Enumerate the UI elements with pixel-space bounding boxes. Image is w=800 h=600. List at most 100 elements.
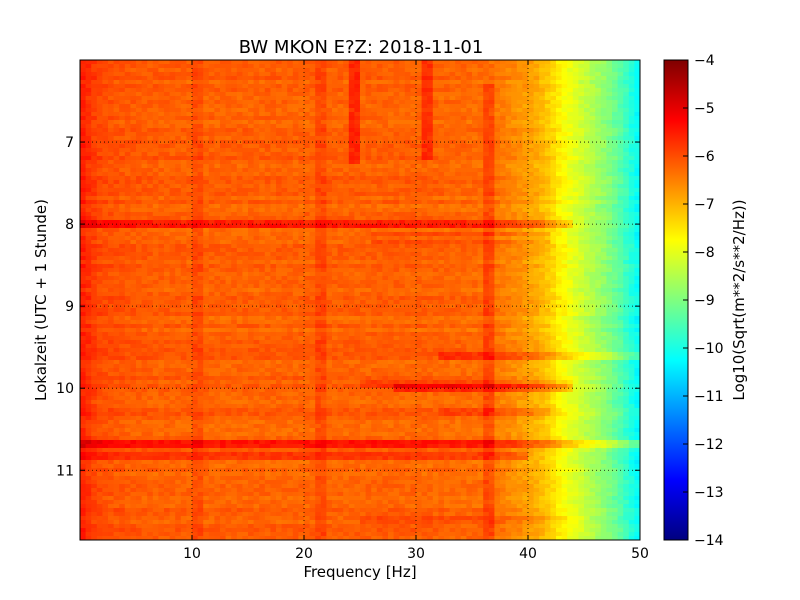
heatmap-cell <box>421 176 428 181</box>
heatmap-cell <box>192 92 198 97</box>
heatmap-cell <box>449 160 456 165</box>
heatmap-cell <box>567 192 574 197</box>
heatmap-cell <box>315 244 322 249</box>
heatmap-cell <box>416 240 422 245</box>
heatmap-cell <box>528 132 534 137</box>
heatmap-cell <box>634 60 641 65</box>
heatmap-cell <box>236 172 243 177</box>
heatmap-cell <box>141 164 148 169</box>
heatmap-cell <box>102 112 109 117</box>
heatmap-cell <box>231 236 238 241</box>
heatmap-cell <box>528 84 534 89</box>
heatmap-cell <box>287 188 294 193</box>
heatmap-cell <box>421 100 428 105</box>
heatmap-cell <box>320 124 327 129</box>
heatmap-cell <box>404 96 411 101</box>
heatmap-cell <box>516 232 523 237</box>
heatmap-cell <box>276 208 282 213</box>
heatmap-cell <box>354 188 361 193</box>
heatmap-cell <box>130 132 137 137</box>
heatmap-cell <box>304 144 310 149</box>
heatmap-cell <box>259 116 266 121</box>
heatmap-cell <box>567 252 574 257</box>
heatmap-cell <box>544 256 551 261</box>
heatmap-cell <box>449 120 456 125</box>
heatmap-cell <box>477 84 484 89</box>
heatmap-cell <box>567 160 574 165</box>
heatmap-cell <box>354 88 361 93</box>
heatmap-cell <box>455 152 462 157</box>
heatmap-cell <box>494 128 501 133</box>
heatmap-cell <box>612 120 618 125</box>
heatmap-cell <box>388 156 394 161</box>
heatmap-cell <box>220 100 226 105</box>
heatmap-cell <box>281 228 288 233</box>
heatmap-cell <box>371 216 378 221</box>
heatmap-cell <box>292 124 299 129</box>
heatmap-cell <box>371 108 378 113</box>
heatmap-cell <box>276 212 282 217</box>
heatmap-cell <box>264 60 271 65</box>
heatmap-cell <box>214 184 221 189</box>
heatmap-cell <box>102 232 109 237</box>
heatmap-cell <box>203 240 210 245</box>
heatmap-cell <box>382 196 389 201</box>
heatmap-cell <box>500 224 506 229</box>
heatmap-cell <box>192 220 198 225</box>
heatmap-cell <box>354 124 361 129</box>
heatmap-cell <box>500 204 506 209</box>
heatmap-cell <box>455 168 462 173</box>
heatmap-cell <box>561 96 568 101</box>
heatmap-cell <box>421 156 428 161</box>
heatmap-cell <box>253 124 260 129</box>
heatmap-cell <box>416 200 422 205</box>
heatmap-cell <box>455 192 462 197</box>
heatmap-cell <box>584 252 590 257</box>
heatmap-cell <box>248 96 254 101</box>
heatmap-cell <box>281 100 288 105</box>
heatmap-cell <box>617 100 624 105</box>
heatmap-cell <box>197 180 204 185</box>
heatmap-cell <box>460 192 467 197</box>
heatmap-cell <box>80 236 86 241</box>
heatmap-cell <box>220 240 226 245</box>
heatmap-cell <box>175 84 182 89</box>
heatmap-cell <box>96 88 103 93</box>
heatmap-cell <box>85 108 92 113</box>
heatmap-cell <box>320 220 327 225</box>
heatmap-cell <box>444 236 450 241</box>
heatmap-cell <box>180 124 187 129</box>
heatmap-cell <box>102 76 109 81</box>
heatmap-cell <box>85 148 92 153</box>
heatmap-cell <box>152 204 159 209</box>
heatmap-cell <box>550 144 557 149</box>
heatmap-cell <box>455 60 462 65</box>
heatmap-cell <box>606 116 613 121</box>
heatmap-cell <box>169 204 176 209</box>
heatmap-cell <box>96 156 103 161</box>
heatmap-cell <box>472 68 478 73</box>
heatmap-cell <box>320 228 327 233</box>
heatmap-cell <box>304 128 310 133</box>
heatmap-cell <box>595 80 602 85</box>
heatmap-cell <box>606 108 613 113</box>
heatmap-cell <box>253 100 260 105</box>
heatmap-cell <box>119 176 126 181</box>
heatmap-cell <box>500 88 506 93</box>
heatmap-cell <box>455 116 462 121</box>
heatmap-cell <box>337 108 344 113</box>
heatmap-cell <box>488 160 495 165</box>
heatmap-cell <box>130 196 137 201</box>
heatmap-cell <box>175 224 182 229</box>
heatmap-cell <box>399 108 406 113</box>
heatmap-cell <box>354 140 361 145</box>
heatmap-cell <box>108 212 114 217</box>
heatmap-cell <box>242 204 249 209</box>
heatmap-cell <box>147 168 154 173</box>
heatmap-cell <box>136 100 142 105</box>
heatmap-cell <box>96 164 103 169</box>
heatmap-cell <box>432 248 439 253</box>
heatmap-cell <box>449 100 456 105</box>
heatmap-cell <box>365 72 372 77</box>
heatmap-cell <box>578 192 585 197</box>
